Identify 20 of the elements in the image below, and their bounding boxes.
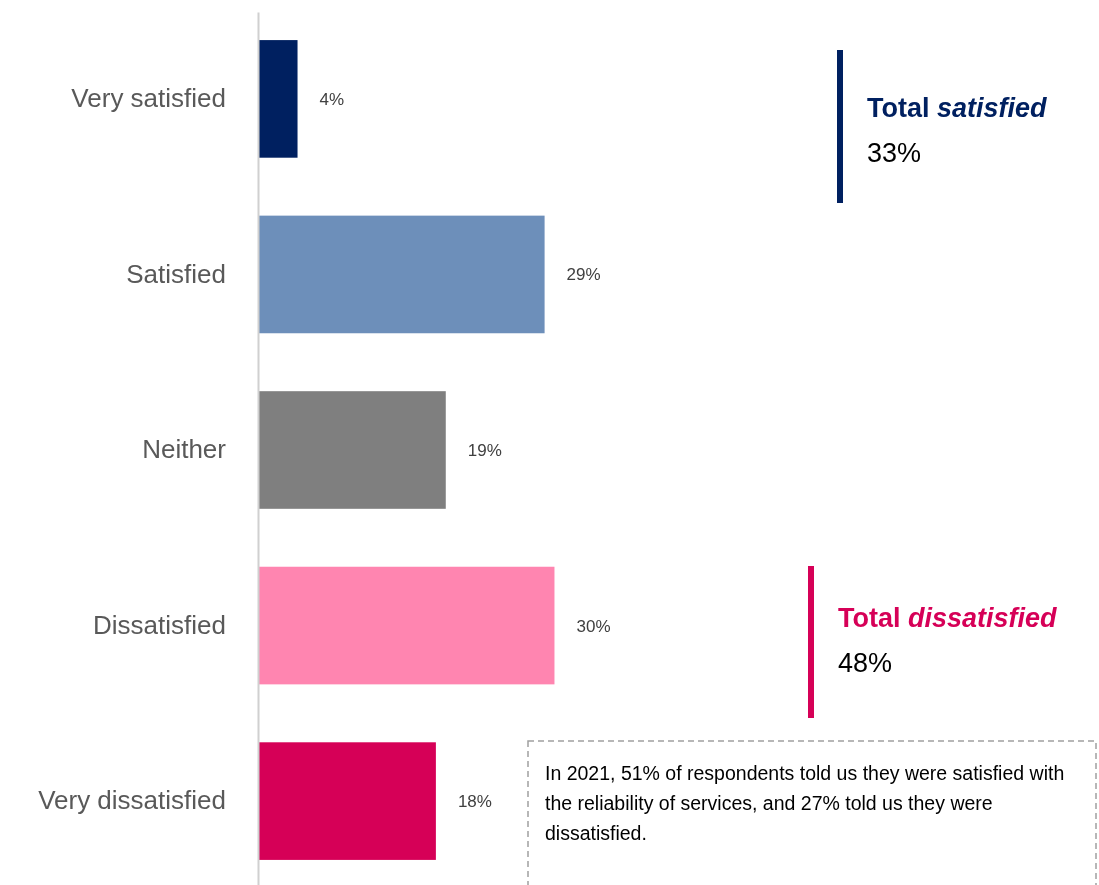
- annotation: 48%: [838, 648, 893, 678]
- data-label: 4%: [319, 89, 345, 109]
- annotation: 33%: [867, 138, 922, 168]
- y-tick-label: Very satisfied: [71, 83, 226, 114]
- bar: [258, 566, 555, 685]
- bar: [258, 40, 298, 158]
- data-label: 30%: [576, 616, 611, 636]
- bar: [258, 742, 436, 860]
- annotation: Total dissatisfied: [838, 603, 1058, 633]
- y-tick-label: Neither: [142, 434, 227, 465]
- y-tick-label: Dissatisfied: [93, 609, 226, 640]
- y-tick-label: Very dissatisfied: [38, 785, 226, 816]
- bar: [258, 215, 545, 334]
- y-tick-label: Satisfied: [126, 258, 226, 289]
- bar: [258, 391, 446, 509]
- data-label: 19%: [467, 440, 502, 460]
- data-label: 18%: [457, 792, 492, 812]
- data-label: 29%: [566, 265, 601, 285]
- annotation: In 2021, 51% of respondents told us they were satisfied with the reliability of services, and 27% told us they were dissatisfied.: [545, 762, 1065, 844]
- annotation: Total satisfied: [867, 93, 1048, 123]
